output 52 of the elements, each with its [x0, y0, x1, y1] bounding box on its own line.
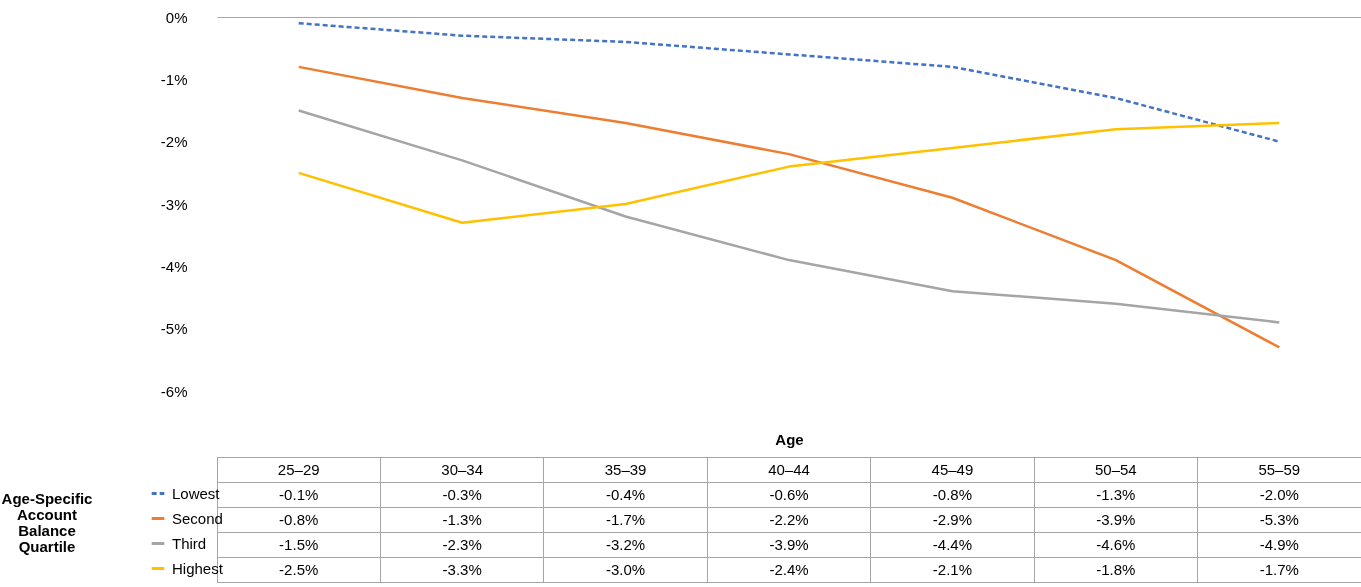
legend-label: Highest	[172, 559, 224, 577]
data-label: -1.7%	[1259, 560, 1299, 578]
data-label: -1.8%	[1096, 560, 1136, 578]
data-label: -0.6%	[769, 485, 809, 503]
data-label: -2.2%	[769, 510, 809, 528]
data-label: -3.3%	[442, 560, 482, 578]
x-tick-label: 25–29	[277, 460, 320, 478]
y-tick-label: 0%	[165, 8, 188, 26]
data-label: -1.3%	[442, 510, 482, 528]
line-series	[297, 109, 1281, 324]
data-label: -3.9%	[769, 535, 809, 553]
line-series	[297, 121, 1281, 224]
data-label: -4.4%	[932, 535, 973, 553]
data-label: -2.9%	[932, 510, 973, 528]
data-label: -4.9%	[1259, 535, 1299, 553]
legend-label: Lowest	[172, 484, 221, 502]
data-label: -5.3%	[1259, 510, 1299, 528]
data-label: -4.6%	[1096, 535, 1136, 553]
data-label: -2.3%	[442, 535, 482, 553]
x-tick-label: 30–34	[441, 460, 483, 478]
x-axis-title: Age	[775, 430, 804, 448]
x-tick-label: 35–39	[604, 460, 647, 478]
y-tick-label: -2%	[160, 133, 188, 151]
y-tick-label: -4%	[160, 257, 188, 275]
data-label: -1.7%	[605, 510, 646, 528]
y-tick-label: -5%	[160, 320, 188, 338]
data-label: -2.4%	[769, 560, 809, 578]
y-tick-label: -3%	[160, 195, 188, 213]
data-label: -2.1%	[932, 560, 973, 578]
x-tick-label: 45–49	[931, 460, 974, 478]
data-label: -0.8%	[279, 510, 319, 528]
x-tick-label: 50–54	[1095, 460, 1137, 478]
data-label: -3.9%	[1096, 510, 1136, 528]
data-label: -0.1%	[279, 485, 319, 503]
data-label: -0.8%	[932, 485, 973, 503]
data-label: -1.3%	[1096, 485, 1136, 503]
data-label: -2.0%	[1259, 485, 1299, 503]
legend-label: Third	[172, 534, 207, 552]
line-series	[297, 65, 1281, 349]
x-tick-label: 40–44	[768, 460, 810, 478]
x-tick-label: 55–59	[1258, 460, 1301, 478]
data-label: -0.4%	[605, 485, 646, 503]
data-label: -3.2%	[605, 535, 646, 553]
data-label: -3.0%	[605, 560, 646, 578]
data-label: -1.5%	[279, 535, 319, 553]
data-label: -2.5%	[279, 560, 319, 578]
line-series	[297, 21, 1281, 143]
data-label: -0.3%	[442, 485, 482, 503]
y-tick-label: -6%	[160, 382, 188, 400]
legend-title: Age-Specific Account Balance Quartile	[1, 490, 93, 555]
y-tick-label: -1%	[160, 70, 188, 88]
legend-label: Second	[172, 509, 223, 527]
